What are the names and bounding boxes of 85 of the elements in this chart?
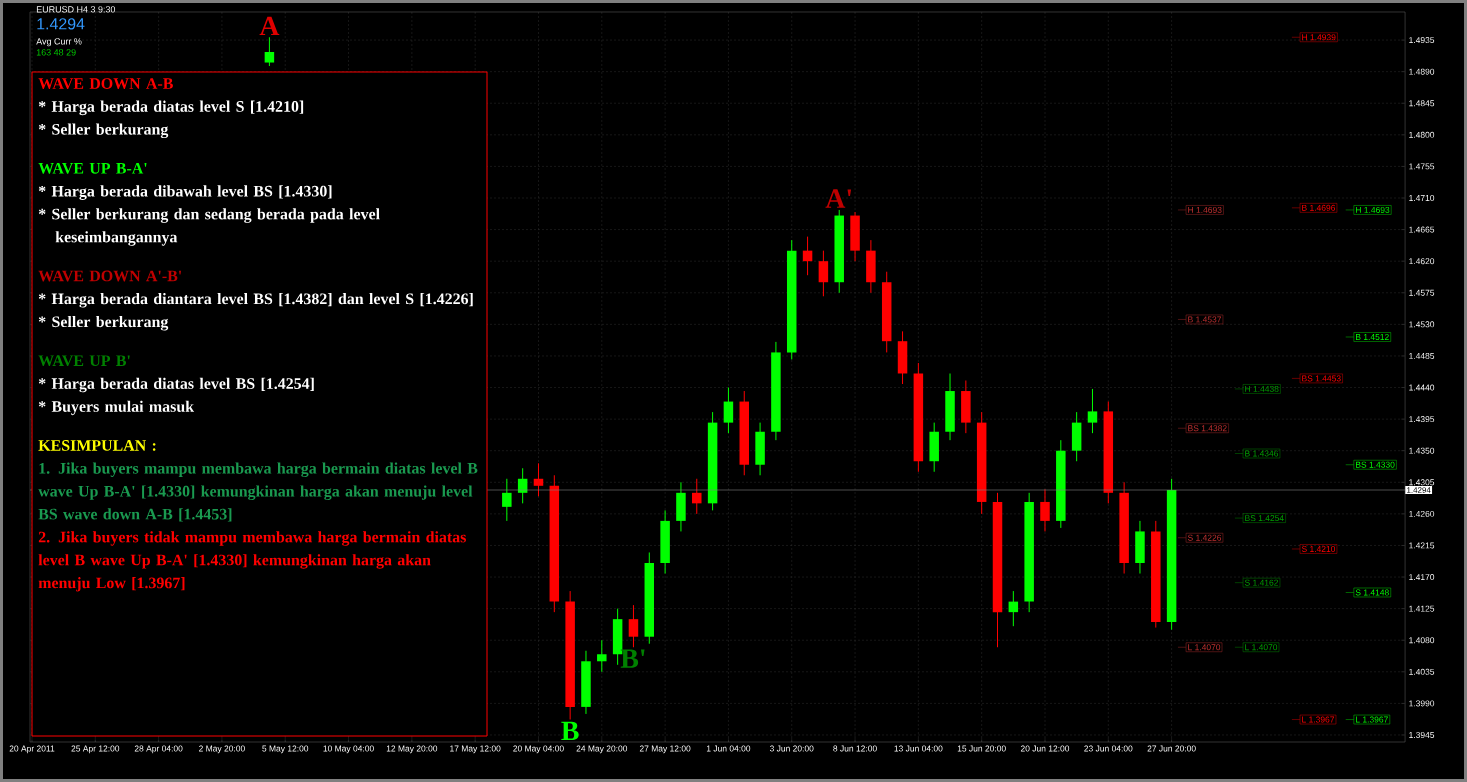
annotation: WAVE DOWN A-B <box>38 78 173 89</box>
ref-line-label: L 1.4070 <box>1245 644 1278 651</box>
y-tick-label: 1.4710 <box>1409 195 1435 201</box>
annotation: WAVE DOWN A'-B' <box>38 270 182 282</box>
x-tick-label: 23 Jun 04:00 <box>1084 745 1133 752</box>
x-tick-label: 3 Jun 20:00 <box>769 745 814 752</box>
ref-line-label: H 1.4438 <box>1245 385 1279 392</box>
y-tick-label: 1.4125 <box>1409 605 1435 612</box>
ref-line-label: S 1.4210 <box>1301 545 1336 552</box>
y-tick-label: 1.4485 <box>1409 352 1435 359</box>
x-tick-label: 13 Jun 04:00 <box>894 745 943 752</box>
annotation: A' <box>825 189 852 208</box>
ref-line-label: BS 1.4330 <box>1356 461 1395 468</box>
y-tick-label: 1.4440 <box>1409 384 1435 391</box>
y-tick-label: 1.4305 <box>1409 479 1435 486</box>
annotation: 163 48 29 <box>36 49 76 56</box>
x-tick-label: 12 May 20:00 <box>386 745 438 754</box>
ref-line-label: H 1.4693 <box>1356 206 1390 213</box>
annotation: EURUSD H4 3 9:30 <box>36 6 116 13</box>
ref-line-label: B 1.4696 <box>1302 204 1336 211</box>
annotation: B <box>561 721 579 741</box>
y-tick-label: 1.4350 <box>1409 447 1435 454</box>
ref-line-label: H 1.4939 <box>1302 34 1336 41</box>
x-tick-label: 2 May 20:00 <box>199 745 245 754</box>
x-tick-label: 20 Apr 2011 <box>9 745 55 754</box>
y-tick-label: 1.4665 <box>1409 226 1435 233</box>
ref-line-label: L 1.3967 <box>1302 716 1335 723</box>
ref-line-label: S 1.4162 <box>1244 579 1279 586</box>
x-tick-label: 20 May 04:00 <box>513 745 564 754</box>
x-tick-label: 10 May 04:00 <box>323 745 374 754</box>
y-tick-label: 1.4530 <box>1409 321 1435 328</box>
annotation: * Harga berada diantara level BS [1.4382] dan level S [1.4226] <box>38 292 473 308</box>
ref-line-label: B 1.4537 <box>1188 316 1222 323</box>
annotation: B' <box>620 649 645 668</box>
y-tick-label: 1.4080 <box>1409 637 1435 644</box>
y-tick-label: 1.4215 <box>1409 542 1435 549</box>
y-tick-label: 1.4890 <box>1409 68 1435 75</box>
annotation: A <box>259 16 280 36</box>
annotation: WAVE UP B-A' <box>38 162 147 174</box>
ref-line-label: BS 1.4453 <box>1302 375 1341 382</box>
y-tick-label: 1.4170 <box>1409 574 1435 581</box>
x-tick-label: 24 May 20:00 <box>576 745 628 754</box>
y-tick-label: 1.4035 <box>1409 668 1435 675</box>
annotation: Avg Curr % <box>36 38 82 47</box>
x-tick-label: 15 Jun 20:00 <box>957 745 1006 752</box>
ref-line-label: B 1.4346 <box>1245 450 1279 457</box>
annotation: * Seller berkurang dan sedang berada pada level keseimbangannya <box>38 208 380 246</box>
annotation: * Buyers mulai masuk <box>38 400 195 416</box>
x-tick-label: 5 May 12:00 <box>262 745 309 754</box>
ref-line-label: BS 1.4254 <box>1245 515 1284 522</box>
annotation: 2. Jika buyers tidak mampu membawa harga bermain diatas level B wave Up B-A' [1.4330] kemungkinan harga akan menuju Low [1.3967] <box>38 531 466 592</box>
y-tick-label: 1.4800 <box>1409 131 1435 138</box>
annotation: KESIMPULAN : <box>38 440 156 451</box>
x-tick-label: 17 May 12:00 <box>450 745 501 754</box>
y-tick-label: 1.4845 <box>1409 100 1435 107</box>
y-tick-label: 1.3990 <box>1409 700 1435 707</box>
y-tick-label: 1.3945 <box>1409 731 1435 738</box>
x-tick-label: 27 Jun 20:00 <box>1147 745 1196 752</box>
annotation: * Seller berkurang <box>38 315 169 331</box>
y-tick-label: 1.4395 <box>1409 416 1435 423</box>
ref-line-label: S 1.4226 <box>1187 534 1222 541</box>
ref-line-label: H 1.4693 <box>1188 206 1222 213</box>
ref-line-label: S 1.4148 <box>1355 589 1389 596</box>
y-tick-label: 1.4620 <box>1409 258 1435 265</box>
y-tick-label: 1.4260 <box>1409 510 1435 517</box>
annotation: * Harga berada dibawah level BS [1.4330] <box>38 185 332 200</box>
annotation: 1.4294 <box>37 18 85 30</box>
ref-line-label: L 1.3967 <box>1356 716 1388 723</box>
x-tick-label: 20 Jun 12:00 <box>1020 745 1070 752</box>
x-tick-label: 27 May 12:00 <box>639 745 691 754</box>
annotation: * Seller berkurang <box>38 123 169 139</box>
ref-line-label: L 1.4070 <box>1188 644 1221 651</box>
annotation: 1. Jika buyers mampu membawa harga bermain diatas level B wave Up B-A' [1.4330] kemungkinan harga akan menuju level BS wave down A-B [1.4453] <box>38 462 478 522</box>
annotation: WAVE UP B' <box>38 355 130 367</box>
annotation: * Harga berada diatas level S [1.4210] <box>38 100 304 116</box>
x-tick-label: 28 Apr 04:00 <box>134 745 183 754</box>
y-tick-label: 1.4755 <box>1409 163 1435 170</box>
ref-line-label: B 1.4512 <box>1356 333 1389 340</box>
y-tick-label: 1.4935 <box>1409 37 1435 44</box>
y-tick-label: 1.4575 <box>1409 289 1435 296</box>
ref-line-label: BS 1.4382 <box>1188 425 1227 432</box>
annotation: * Harga berada diatas level BS [1.4254] <box>38 377 314 393</box>
x-tick-label: 1 Jun 04:00 <box>706 745 751 752</box>
x-tick-label: 25 Apr 12:00 <box>71 745 120 754</box>
x-tick-label: 8 Jun 12:00 <box>833 745 877 752</box>
